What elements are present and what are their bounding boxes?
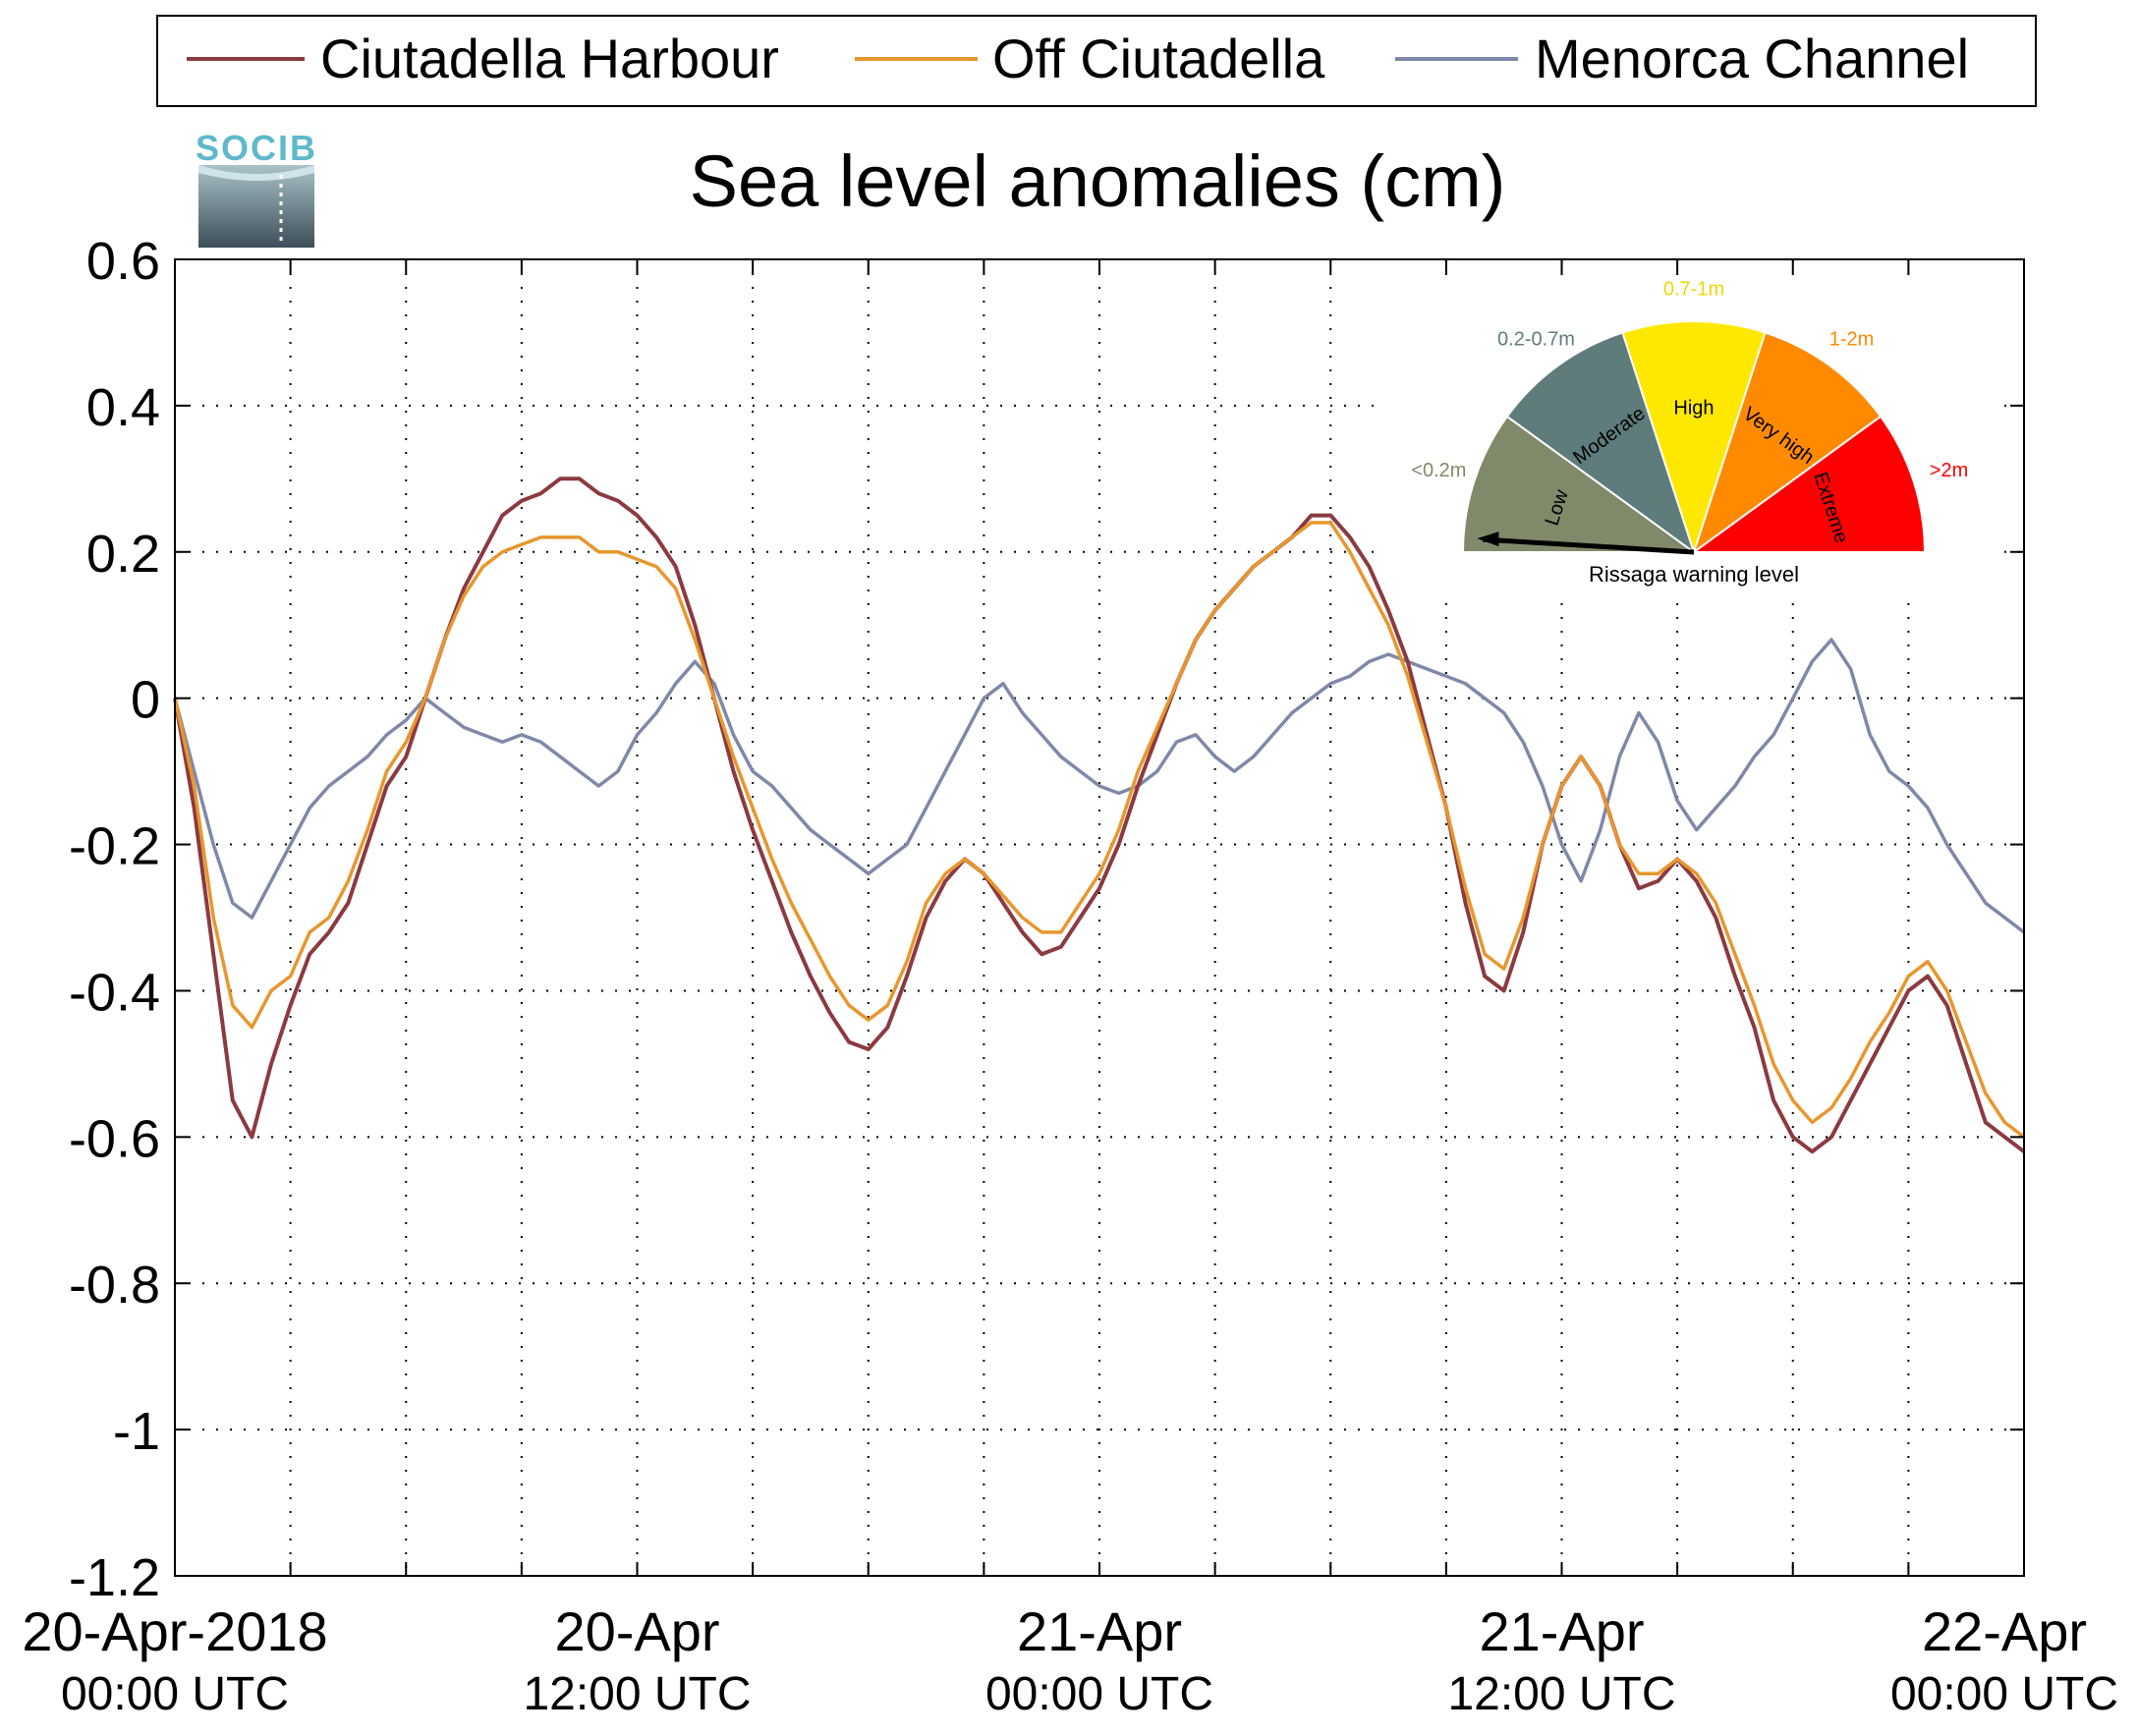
x-tick-label-date: 21-Apr xyxy=(1479,1600,1644,1662)
socib-logo: SOCIB xyxy=(196,128,317,248)
gauge-sector-extreme xyxy=(1690,415,1927,553)
y-axis-ticks: 0.6 0.4 0.2 0 -0.2 -0.4 -0.6 -0.8 -1 -1.2 xyxy=(69,232,2024,1607)
gauge-sector-low xyxy=(1461,415,1698,553)
legend-box xyxy=(156,15,2037,107)
y-tick-label: -0.6 xyxy=(69,1109,160,1168)
gauge-range-label: 1-2m xyxy=(1829,328,1875,350)
gauge-needle-head xyxy=(1477,532,1499,547)
gauge-sector-very-high xyxy=(1692,331,1883,555)
y-tick-label: -1 xyxy=(113,1402,160,1461)
gauge-range-label: 0.2-0.7m xyxy=(1497,328,1575,350)
x-tick-label-time: 00:00 UTC xyxy=(985,1668,1213,1720)
gauge-range-label: >2m xyxy=(1930,460,1968,481)
legend: Ciutadella Harbour Off Ciutadella Menorc… xyxy=(156,15,2037,107)
gauge-caption: Rissaga warning level xyxy=(1589,562,1799,587)
y-tick-label: 0.2 xyxy=(86,525,160,584)
y-tick-label: -0.2 xyxy=(69,817,160,876)
y-tick-label: -0.8 xyxy=(69,1256,160,1315)
y-tick-label: -0.4 xyxy=(69,963,160,1022)
x-axis-ticks: 20-Apr-2018 00:00 UTC 20-Apr 12:00 UTC 21-Ap… xyxy=(22,259,2118,1720)
gauge-range-label: <0.2m xyxy=(1411,460,1466,481)
gauge-needle xyxy=(1483,536,1695,555)
x-tick-label-date: 20-Apr xyxy=(554,1600,719,1662)
gauge-sector-moderate xyxy=(1505,331,1696,555)
gauge-sector-label: High xyxy=(1673,398,1714,420)
x-tick-label-time: 00:00 UTC xyxy=(1890,1668,2118,1720)
series-line-off-ciutadella xyxy=(173,521,2026,1139)
legend-label-menorca-channel: Menorca Channel xyxy=(1535,28,1969,89)
x-tick-label-time: 00:00 UTC xyxy=(61,1668,289,1720)
logo-text: SOCIB xyxy=(196,128,317,168)
x-tick-label-time: 12:00 UTC xyxy=(523,1668,751,1720)
legend-label-ciutadella-harbour: Ciutadella Harbour xyxy=(320,28,779,89)
series-lines xyxy=(173,476,2026,1154)
y-tick-label: -1.2 xyxy=(69,1548,160,1607)
x-tick-label-time: 12:00 UTC xyxy=(1447,1668,1675,1720)
gauge-range-label: 0.7-1m xyxy=(1663,278,1724,300)
y-tick-label: 0.4 xyxy=(86,378,160,437)
x-tick-label-date: 21-Apr xyxy=(1017,1600,1182,1662)
series-line-menorca-channel xyxy=(173,638,2026,934)
chart-title: Sea level anomalies (cm) xyxy=(690,140,1506,222)
x-tick-label-date: 22-Apr xyxy=(1922,1600,2087,1662)
y-tick-label: 0.6 xyxy=(86,232,160,291)
y-tick-label: 0 xyxy=(131,671,160,730)
legend-label-off-ciutadella: Off Ciutadella xyxy=(992,28,1325,89)
x-tick-label-date: 20-Apr-2018 xyxy=(22,1600,327,1662)
gauge-sector-high xyxy=(1621,320,1767,556)
series-line-ciutadella-harbour xyxy=(173,476,2026,1154)
